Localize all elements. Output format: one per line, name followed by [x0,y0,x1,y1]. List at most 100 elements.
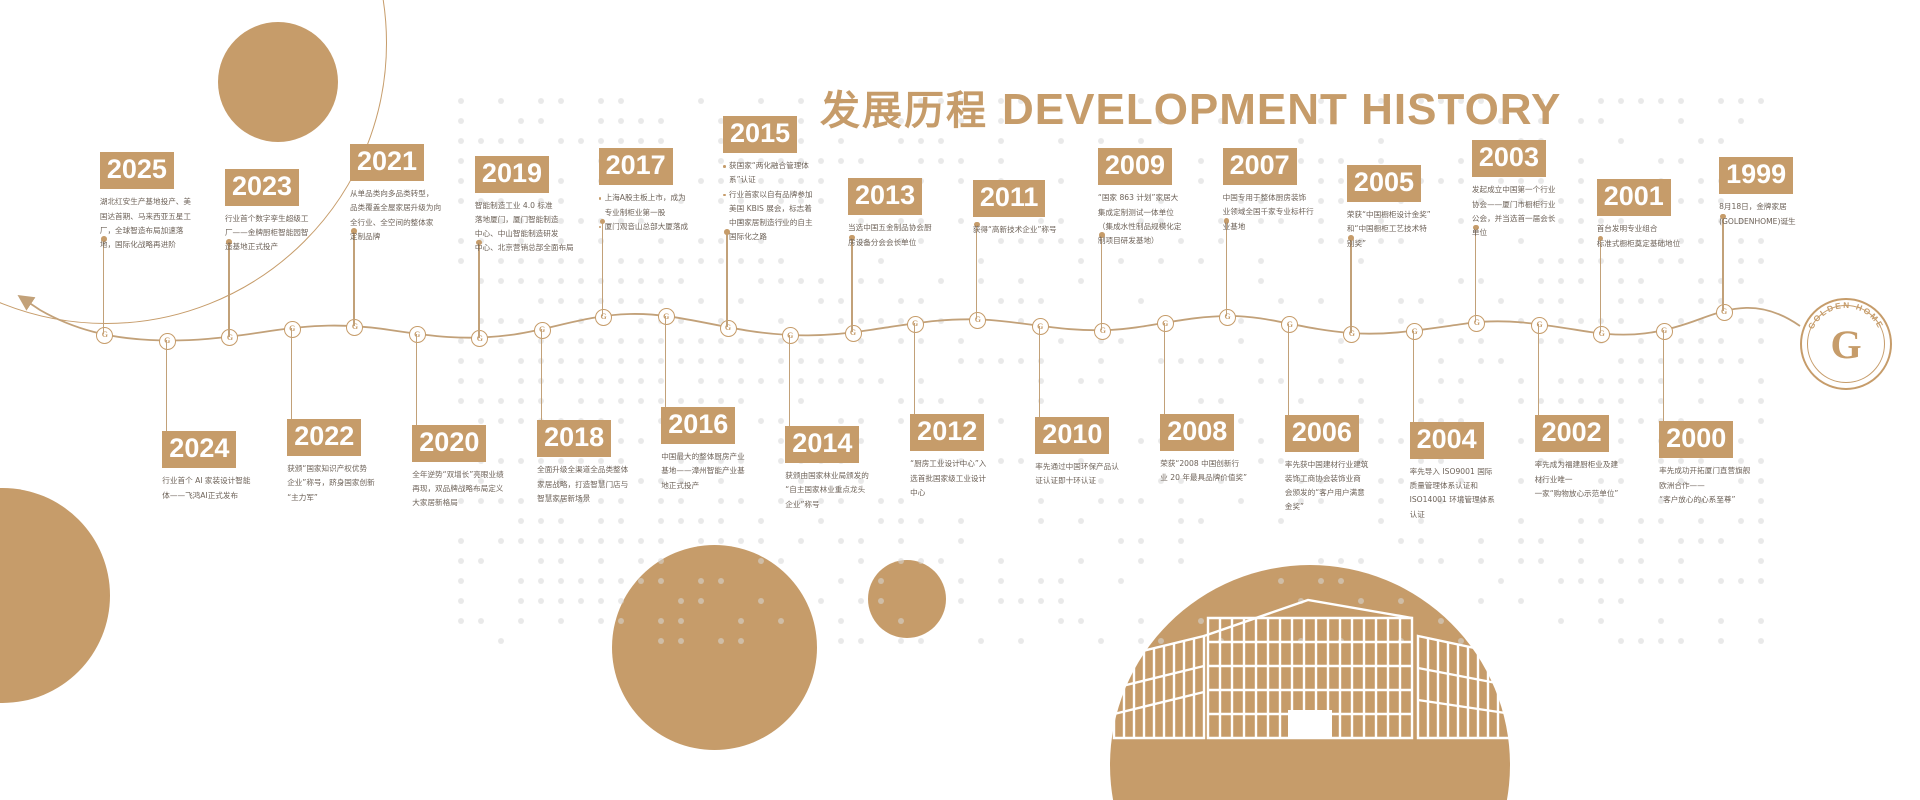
timeline-entry-2009[interactable]: 2009 “国家 863 计划”家居大 集成定制测试一体单位 （集成水性制品规模化定制… [1097,148,1248,249]
timeline-stem-2000 [1659,330,1667,439]
timeline-node-2015: G [719,319,737,337]
timeline-entry-2014[interactable]: 2014 获颁由国家林业局颁发的 “自主国家林业重点龙头 企业”称号 [785,425,935,513]
entry-description-2011: 获得“高新技术企业”称号 [973,224,1123,236]
desc-line: 中心、北京营销总部全面布局 [474,243,574,253]
entry-description-2006: 率先获中国建材行业建筑 装饰工商协会装饰业商 会颁发的“客户用户满意 金奖” [1285,459,1435,514]
entry-description-2003: 发起成立中国第一个行业 协会——厦门市橱柜行业 公会，并当选首一届会长 单位 [1472,184,1622,239]
timeline-entry-2025[interactable]: 2025 湖北红安生产基地投产、美 国达首期、马来西亚五星工 厂，全球智造布局加速落地… [99,152,250,253]
timeline-entry-2024[interactable]: 2024 行业首个 AI 家装设计智能 体——飞鸿AI正式发布 [162,431,312,504]
timeline-stem-2021 [350,228,358,327]
desc-line: 证认证即十环认证 [1035,476,1097,486]
desc-line: 地，国际化战略再进阶 [99,240,176,250]
desc-line: 质量管理体系认证和 [1409,481,1478,491]
timeline-node-1999: G [1715,303,1733,321]
timeline-entry-2000[interactable]: 2000 率先成功开拓厦门直营旗舰 欧洲合作—— “客户放心的心系至尊” [1659,421,1809,508]
desc-line: 全年逆势“双增长”亮眼业绩 [412,469,504,479]
timeline-entry-2015[interactable]: 2015 获国家“两化融合管理体 系”认证 行业首家以自有品牌参加 美国 KBIS 展会… [723,116,873,246]
desc-line: 公会，并当选首一届会长 [1471,213,1556,223]
timeline-stem-1999 [1719,213,1727,312]
desc-line: 房设备分会会长单位 [848,237,917,247]
desc-line: 全面升级全渠道全品类整体 [537,465,629,475]
entry-description-2000: 率先成功开拓厦门直营旗舰 欧洲合作—— “客户放心的心系至尊” [1659,465,1809,506]
desc-line: 落地厦门，厦门智能制造 [474,214,559,224]
desc-line: 协会——厦门市橱柜行业 [1471,199,1556,209]
timeline-stem-2014 [785,334,793,443]
desc-line: 智能制造工业 4.0 标准 [474,200,553,210]
timeline-stem-2002 [1535,324,1542,432]
timeline-entry-2023[interactable]: 2023 行业首个数字孪生超级工 厂——金牌厨柜智能园智 造基地正式投产 [224,168,375,256]
timeline-entry-2018[interactable]: 2018 全面升级全渠道全品类整体 家居战略，打造智慧门店与 智慧家居新场景 [537,420,687,507]
desc-line: 品类覆盖全屋家居升级为向 [349,203,442,213]
entry-description-2012: “厨房工业设计中心”入 选首批国家级工业设计 中心 [910,458,1060,499]
timeline-entry-2010[interactable]: 2010 率先通过中国环保产品认 证认证即十环认证 [1035,416,1185,490]
timeline-node-2014: G [781,327,799,345]
entry-description-2023: 行业首个数字孪生超级工 厂——金牌厨柜智能园智 造基地正式投产 [225,213,375,254]
desc-line: 行业首个数字孪生超级工 [224,213,309,223]
year-label-2000: 2000 [1659,421,1734,459]
timeline-entry-2004[interactable]: 2004 率先导入 ISO9001 国际 质量管理体系认证和 ISO14001 环境管… [1409,421,1560,523]
year-label-2006: 2006 [1284,414,1359,452]
timeline-node-2005: G [1343,325,1361,343]
entry-description-2010: 率先通过中国环保产品认 证认证即十环认证 [1035,461,1185,488]
timeline-entry-2013[interactable]: 2013 当选中国五金制品协会厨 房设备分会会长单位 [848,178,998,251]
desc-line: 定制品牌 [349,232,381,241]
timeline-stem-2024 [162,340,170,449]
desc-line: 集成定制测试一体单位 [1097,207,1174,217]
timeline-entry-1999[interactable]: 1999 8月18日，金牌家居 (GOLDENHOME)诞生 [1719,157,1869,230]
desc-line: “自主国家林业重点龙头 [785,485,866,495]
timeline-entry-2002[interactable]: 2002 率先成为福建厨柜业及建 材行业唯一 一家“购物放心示范单位” [1534,415,1685,502]
desc-line: 中国最大的整体厨房产业 [661,451,745,461]
timeline-node-2025: G [96,326,114,344]
timeline-entry-2001[interactable]: 2001 首台发明专业组合 标准式橱柜奠定基础地位 [1596,179,1747,252]
timeline-entry-2021[interactable]: 2021 从单品类向多品类转型， 品类覆盖全屋家居升级为向 全行业、全空间的整体家 定制… [349,144,500,245]
timeline-entry-2003[interactable]: 2003 发起成立中国第一个行业 协会——厦门市橱柜行业 公会，并当选首一届会长 单位 [1471,140,1622,241]
desc-line: 厦门观音山总部大厦落成 [598,221,749,233]
timeline-node-2018: G [533,321,551,339]
timeline-stem-2013 [848,234,856,333]
timeline-stem-2004 [1410,330,1417,439]
desc-line: 智慧家居新场景 [537,493,591,503]
desc-line: 全行业、全空间的整体家 [349,217,434,227]
timeline-node-2002: G [1531,316,1549,334]
desc-line: 国际化之路 [729,232,767,242]
timeline-entry-2017[interactable]: 2017 上海A股主板上市，成为 专业制柜业第一股 厦门观音山总部大厦落成 [598,148,749,235]
timeline-entry-2005[interactable]: 2005 荣获“中国橱柜设计金奖” 和“中国橱柜工艺技术特 别奖” [1346,165,1497,252]
entry-description-2014: 获颁由国家林业局颁发的 “自主国家林业重点龙头 企业”称号 [785,470,935,511]
year-label-2012: 2012 [910,414,985,452]
timeline-stem-2006 [1285,323,1293,432]
entry-description-2013: 当选中国五金制品协会厨 房设备分会会长单位 [848,222,998,249]
page-title-cn: 发展历程 [820,88,988,134]
desc-line: 获得“高新技术企业”称号 [972,225,1057,235]
timeline-entry-2008[interactable]: 2008 荣获“2008 中国创新行业 20 年最具品牌价值奖” [1160,413,1310,487]
year-label-2025: 2025 [99,152,174,190]
timeline-entry-2007[interactable]: 2007 中国专用于整体厨房装饰 业领域全国千家专业标杆行 业基地 [1222,148,1373,235]
desc-line: 地正式投产 [661,480,700,490]
desc-line: 获颁由国家林业局颁发的 [785,470,869,480]
timeline-node-2016: G [657,308,675,326]
desc-line: 制项目研发基地） [1097,236,1159,246]
timeline-entry-2011[interactable]: 2011 获得“高新技术企业”称号 [972,180,1123,238]
timeline-entry-2016[interactable]: 2016 中国最大的整体厨房产业 基地——漳州智能产业基 地正式投产 [661,406,811,494]
timeline-entry-2020[interactable]: 2020 全年逆势“双增长”亮眼业绩 再现，双品牌战略布局定义 大家居新格局 [412,424,562,512]
desc-line: 中心、中山智能制造研发 [474,229,559,239]
timeline-curve [17,295,1801,342]
timeline-stem-2003 [1472,224,1480,323]
timeline-node-2013: G [844,324,862,342]
desc-line: “客户放心的心系至尊” [1659,494,1736,504]
page-title-en: DEVELOPMENT HISTORY [1002,85,1562,134]
timeline-stem-2015 [723,229,731,327]
desc-line: 率先通过中国环保产品认 [1035,461,1119,471]
year-label-2022: 2022 [287,419,362,457]
desc-line: ISO14001 环境管理体系 [1409,495,1495,505]
desc-line: 荣获“中国橱柜设计金奖” [1346,210,1431,220]
timeline-entry-2022[interactable]: 2022 获颁“国家知识产权优势 企业”称号，跻身国家创新 “主力军” [287,419,437,506]
timeline-stem-2012 [910,323,918,432]
desc-line: 获颁“国家知识产权优势 [287,464,368,474]
timeline-node-2021: G [346,318,364,336]
desc-line: 企业”称号 [785,499,820,509]
timeline-entry-2006[interactable]: 2006 率先获中国建材行业建筑 装饰工商协会装饰业商 会颁发的“客户用户满意 金奖” [1284,414,1435,516]
desc-line: 当选中国五金制品协会厨 [848,223,932,233]
timeline-entry-2019[interactable]: 2019 智能制造工业 4.0 标准 落地厦门，厦门智能制造 中心、中山智能制造研发中… [474,155,625,257]
timeline-stem-2018 [537,329,545,438]
timeline-entry-2012[interactable]: 2012 “厨房工业设计中心”入 选首批国家级工业设计 中心 [910,414,1060,501]
